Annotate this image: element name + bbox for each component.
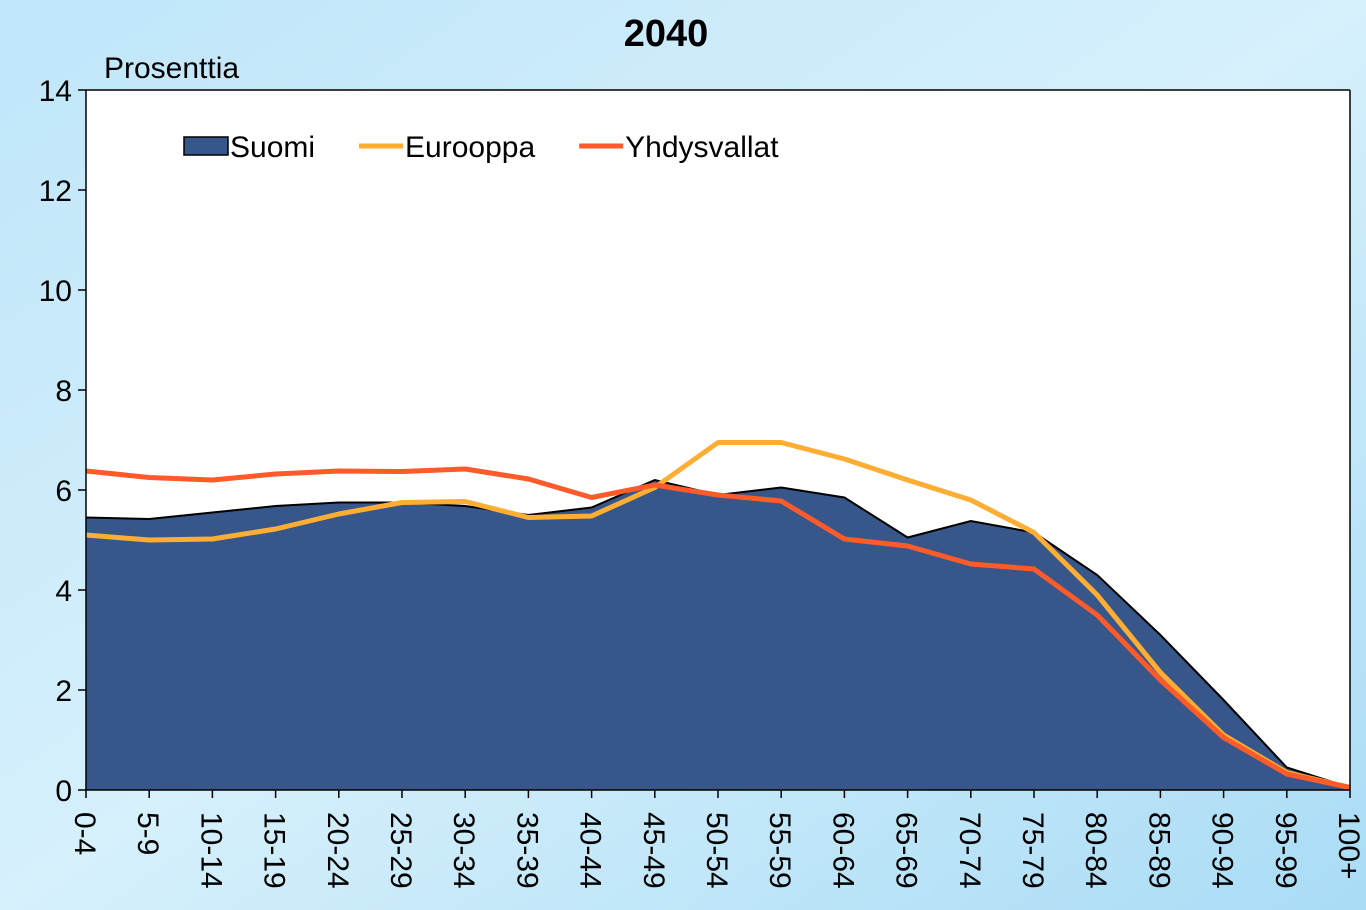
- x-tick-label: 80-84: [1079, 812, 1112, 889]
- x-tick-label: 35-39: [510, 812, 543, 889]
- x-tick-label: 65-69: [890, 812, 923, 889]
- legend-label: Yhdysvallat: [625, 131, 779, 164]
- chart: 2040 Prosenttia 0 2 4 6 8 10 12 14 0-4 5-9 10-14 15…: [0, 0, 1366, 910]
- x-tick-label: 95-99: [1269, 812, 1302, 889]
- x-tick-label: 60-64: [826, 812, 859, 889]
- x-tick-label: 90-94: [1206, 812, 1239, 889]
- x-tick-label: 0-4: [68, 812, 101, 855]
- y-tick-label: 8: [55, 375, 72, 408]
- x-tick-label: 20-24: [321, 812, 354, 889]
- y-tick-label: 14: [39, 75, 72, 108]
- x-tick-label: 50-54: [700, 812, 733, 889]
- y-tick-label: 2: [55, 675, 72, 708]
- x-tick-label: 30-34: [447, 812, 480, 889]
- x-tick-label: 40-44: [574, 812, 607, 889]
- chart-title: 2040: [624, 13, 709, 55]
- x-tick-label: 10-14: [194, 812, 227, 889]
- x-tick-label: 55-59: [763, 812, 796, 889]
- y-tick-label: 12: [39, 175, 72, 208]
- y-tick-label: 4: [55, 575, 72, 608]
- y-tick-label: 10: [39, 275, 72, 308]
- x-tick-label: 15-19: [258, 812, 291, 889]
- legend-label: Eurooppa: [405, 131, 535, 164]
- x-tick-label: 5-9: [131, 812, 164, 855]
- x-tick-label: 45-49: [637, 812, 670, 889]
- x-tick-label: 100+: [1332, 812, 1365, 880]
- x-tick-label: 75-79: [1016, 812, 1049, 889]
- x-tick-label: 70-74: [953, 812, 986, 889]
- y-axis-label: Prosenttia: [104, 52, 239, 85]
- y-tick-label: 0: [55, 775, 72, 808]
- page: 2040 Prosenttia 0 2 4 6 8 10 12 14 0-4 5-9 10-14 15…: [0, 0, 1366, 910]
- legend-label: Suomi: [230, 131, 315, 164]
- x-tick-label: 25-29: [384, 812, 417, 889]
- x-tick-label: 85-89: [1142, 812, 1175, 889]
- y-tick-label: 6: [55, 475, 72, 508]
- legend-swatch: [184, 137, 228, 155]
